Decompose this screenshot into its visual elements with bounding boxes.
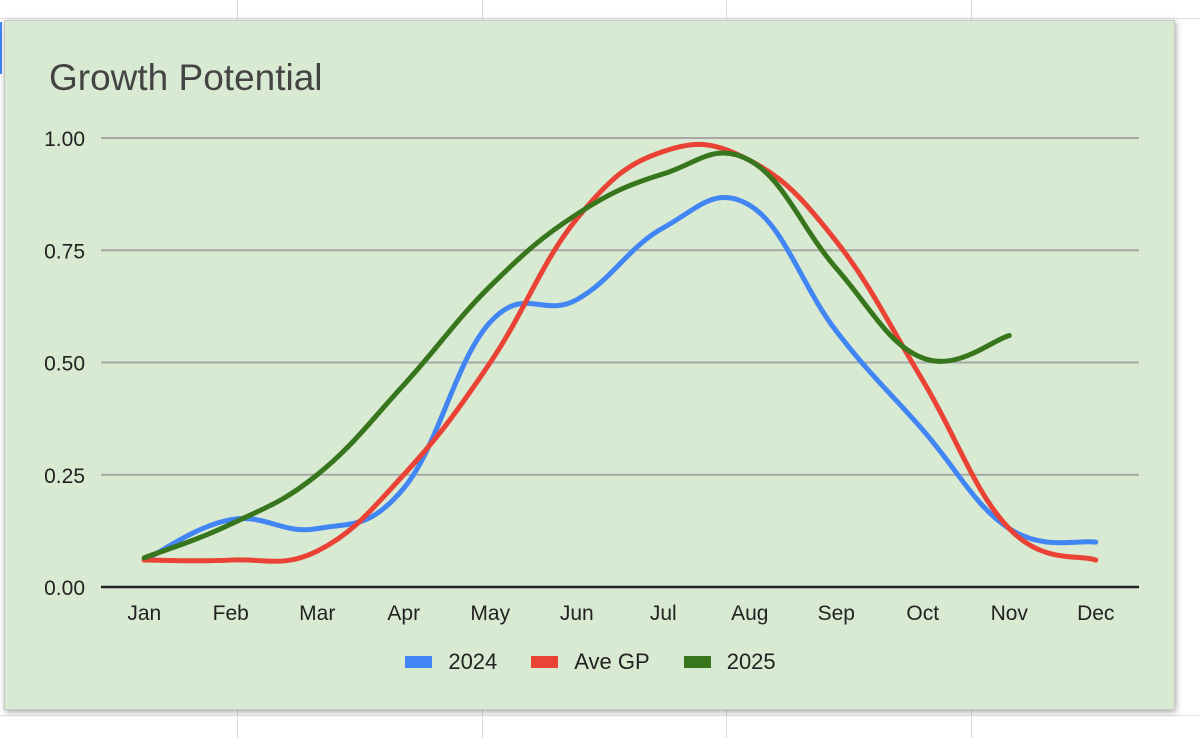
row-divider: [0, 18, 1200, 19]
row-divider: [0, 715, 1200, 716]
x-tick-label: May: [470, 602, 510, 625]
legend-item-2025: 2025: [683, 649, 776, 675]
series-line-2024: [141, 194, 1099, 563]
legend-swatch: [683, 656, 711, 668]
legend-label: 2024: [448, 649, 498, 674]
y-tick-label: 0.25: [44, 465, 85, 488]
x-tick-label: Mar: [299, 602, 335, 625]
x-tick-label: Jun: [560, 602, 594, 625]
y-tick-label: 0.75: [44, 240, 85, 263]
x-tick-label: Feb: [213, 602, 249, 625]
line-chart: 0.00 0.25 0.50 0.75 1.00 Jan Feb Mar Apr May Jun Ju…: [44, 128, 1139, 625]
legend-label: 2025: [726, 649, 776, 674]
chart-container[interactable]: Growth Potential 0.00 0.25 0.50 0.75 1.00 Jan…: [4, 20, 1175, 710]
y-tick-label: 1.00: [44, 128, 85, 151]
x-tick-label: Oct: [906, 602, 939, 625]
x-tick-label: Jul: [650, 602, 677, 625]
x-tick-label: Jan: [127, 602, 161, 625]
chart-title: Growth Potential: [49, 57, 323, 98]
legend-label: Ave GP: [574, 649, 650, 674]
legend-swatch: [405, 656, 433, 668]
x-tick-label: Sep: [818, 602, 855, 625]
series-line-ave-gp: [141, 141, 1099, 564]
y-tick-label: 0.00: [44, 577, 85, 600]
legend-item-2024: 2024: [405, 649, 497, 675]
series-line-2025: [141, 150, 1012, 561]
x-tick-label: Apr: [387, 602, 420, 625]
legend-item-ave-gp: Ave GP: [531, 649, 650, 675]
chart-legend: 2024 Ave GP 2025: [5, 649, 1176, 675]
selected-cell-marker: [0, 22, 2, 74]
legend-swatch: [531, 656, 559, 668]
x-tick-label: Nov: [991, 602, 1029, 625]
x-tick-label: Aug: [731, 602, 768, 625]
x-tick-label: Dec: [1077, 602, 1114, 625]
y-tick-label: 0.50: [44, 353, 85, 376]
